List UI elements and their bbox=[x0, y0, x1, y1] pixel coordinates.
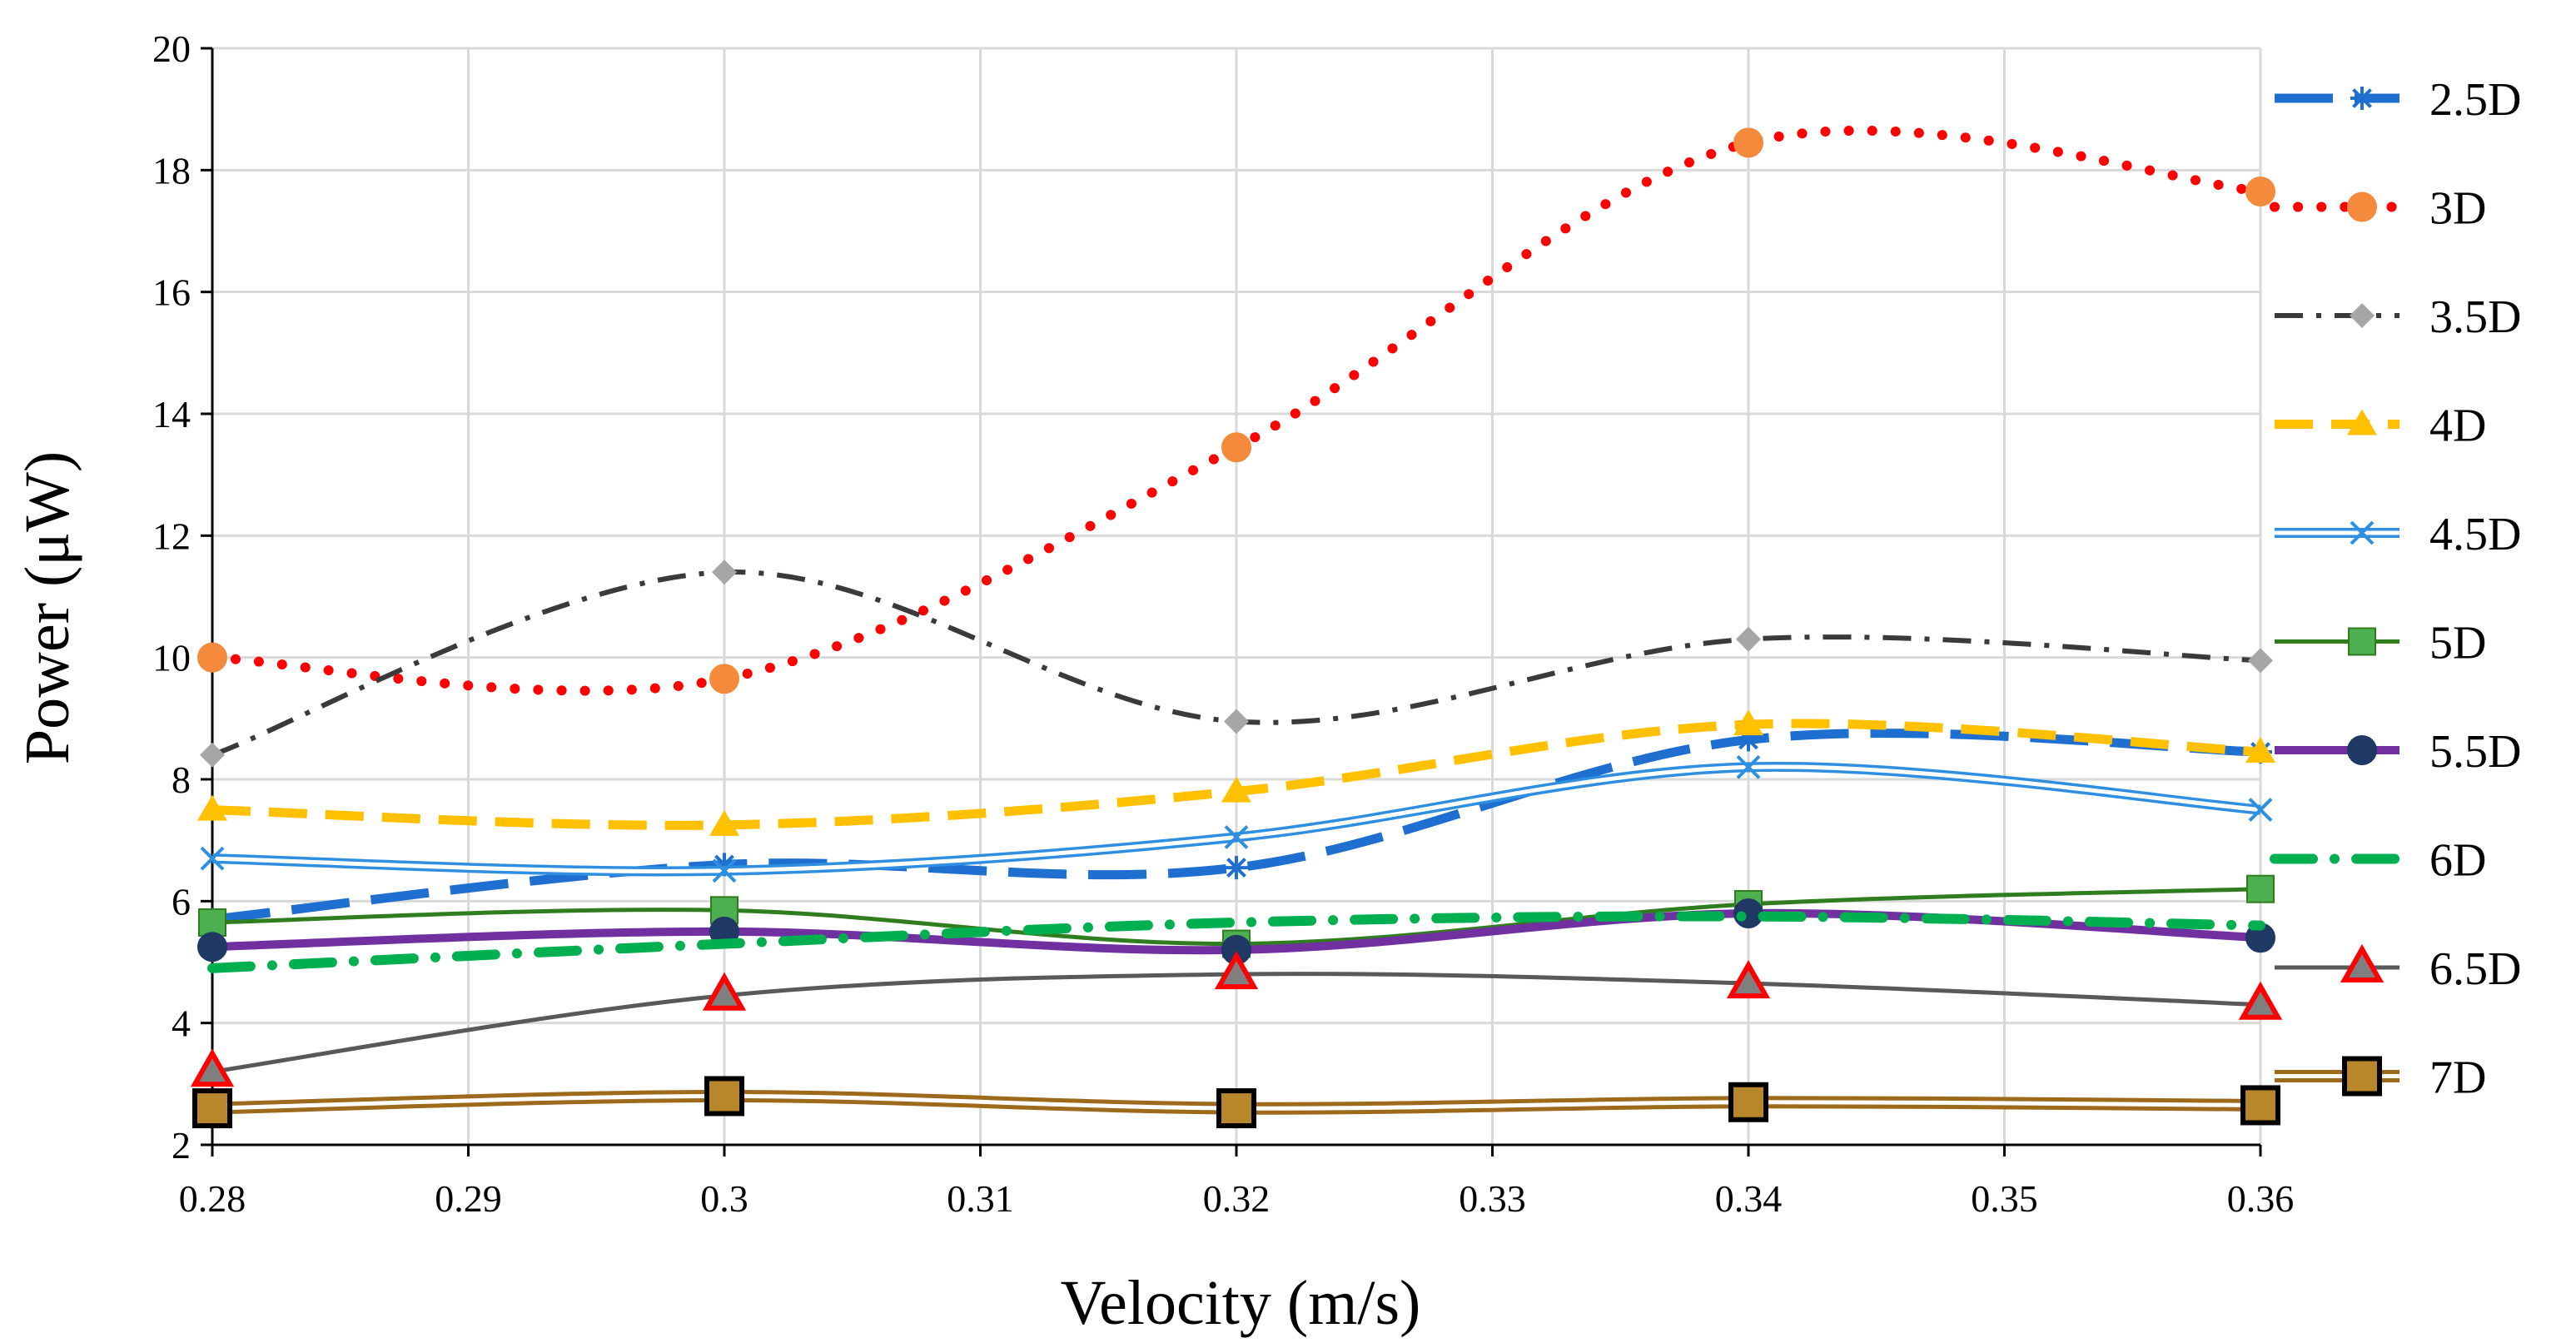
y-tick-label: 6 bbox=[172, 880, 191, 923]
series-4-5d bbox=[200, 754, 2273, 883]
legend-item-5-5d: 5.5D bbox=[2275, 726, 2521, 778]
legend-marker bbox=[2350, 87, 2374, 110]
x-tick-label: 0.3 bbox=[700, 1177, 748, 1220]
data-point-5d bbox=[2246, 874, 2275, 903]
data-point-4d bbox=[1221, 776, 1251, 803]
y-tick-label: 18 bbox=[152, 149, 191, 192]
x-tick-label: 0.32 bbox=[1203, 1177, 1271, 1220]
axes: 0.28 0.29 0.3 0.31 0.32 0.33 0.34 0.35 0.36 2 4 6 8 1… bbox=[152, 27, 2294, 1220]
x-tick-label: 0.29 bbox=[435, 1177, 502, 1220]
legend-marker bbox=[2350, 303, 2375, 328]
legend-item-5d: 5D bbox=[2275, 618, 2486, 669]
data-point-6-5d bbox=[702, 972, 747, 1011]
data-point-2-5d bbox=[1225, 856, 1248, 880]
legend-item-6d: 6D bbox=[2270, 835, 2486, 887]
data-point-7d bbox=[1216, 1088, 1256, 1129]
y-tick-label: 14 bbox=[152, 393, 191, 435]
legend-label: 6.5D bbox=[2429, 943, 2521, 995]
legend-marker bbox=[2347, 735, 2377, 765]
data-point-4-5d bbox=[712, 858, 737, 883]
legend-item-6-5d: 6.5D bbox=[2275, 943, 2521, 995]
data-point-7d bbox=[2240, 1085, 2280, 1126]
legend-marker bbox=[2350, 520, 2375, 545]
data-point-3d bbox=[197, 642, 227, 673]
legend-label: 3.5D bbox=[2429, 291, 2521, 343]
legend-item-3d: 3D bbox=[2270, 183, 2486, 235]
x-tick-label: 0.34 bbox=[1715, 1177, 1783, 1220]
data-point-4d bbox=[197, 794, 227, 821]
legend-label: 7D bbox=[2429, 1052, 2486, 1104]
y-tick-label: 12 bbox=[152, 515, 191, 557]
data-point-3d bbox=[1221, 432, 1251, 463]
data-point-3-5d bbox=[200, 742, 225, 768]
series-layer bbox=[190, 125, 2283, 1129]
y-tick-label: 8 bbox=[172, 759, 191, 801]
data-point-7d bbox=[192, 1088, 232, 1129]
series-6d bbox=[207, 911, 2265, 973]
series-7d bbox=[192, 1076, 2280, 1129]
y-tick-label: 16 bbox=[152, 271, 191, 314]
data-point-3-5d bbox=[712, 560, 737, 585]
y-tick-label: 4 bbox=[172, 1002, 191, 1045]
data-point-4-5d bbox=[2248, 798, 2273, 822]
legend-item-4d: 4D bbox=[2275, 400, 2486, 452]
legend-marker bbox=[2342, 1056, 2382, 1097]
data-point-3d bbox=[709, 664, 739, 694]
legend-marker bbox=[2347, 409, 2377, 435]
data-point-4-5d bbox=[1224, 825, 1249, 849]
legend-item-4-5d: 4.5D bbox=[2275, 509, 2521, 560]
data-point-7d bbox=[704, 1076, 744, 1117]
legend: 2.5D 3D 3.5D 4D 4.5D 5D 5.5D 6D 6.5D 7D bbox=[2270, 74, 2521, 1104]
x-tick-label: 0.28 bbox=[179, 1177, 246, 1220]
legend-item-7d: 7D bbox=[2275, 1052, 2486, 1104]
x-tick-label: 0.31 bbox=[947, 1177, 1014, 1220]
legend-marker bbox=[2347, 192, 2377, 222]
data-point-5d bbox=[198, 908, 226, 937]
data-point-3d bbox=[2245, 176, 2275, 206]
y-tick-label: 2 bbox=[172, 1124, 191, 1166]
legend-label: 6D bbox=[2429, 835, 2486, 887]
x-tick-label: 0.33 bbox=[1459, 1177, 1526, 1220]
x-tick-label: 0.35 bbox=[1971, 1177, 2038, 1220]
data-point-2-5d bbox=[1737, 728, 1760, 752]
series-3d bbox=[197, 125, 2275, 696]
x-axis-title: Velocity (m/s) bbox=[1061, 1268, 1421, 1338]
legend-item-3-5d: 3.5D bbox=[2275, 291, 2521, 343]
data-point-6-5d bbox=[2238, 981, 2283, 1020]
legend-label: 3D bbox=[2429, 183, 2486, 235]
series-3-5d bbox=[200, 560, 2273, 768]
data-point-6-5d bbox=[190, 1048, 235, 1087]
legend-marker bbox=[2348, 627, 2376, 656]
series-line-2-5d bbox=[211, 729, 2261, 924]
data-point-6-5d bbox=[1726, 960, 1771, 999]
data-point-3-5d bbox=[2248, 648, 2273, 674]
legend-marker bbox=[2340, 943, 2385, 982]
y-tick-label: 10 bbox=[152, 637, 191, 679]
y-tick-label: 20 bbox=[152, 27, 191, 70]
legend-item-2-5d: 2.5D bbox=[2275, 74, 2521, 126]
data-point-7d bbox=[1728, 1082, 1768, 1122]
data-point-3-5d bbox=[1224, 709, 1249, 734]
y-axis-title: Power (μW) bbox=[12, 451, 82, 764]
legend-label: 5D bbox=[2429, 618, 2486, 669]
legend-label: 4D bbox=[2429, 400, 2486, 452]
x-tick-label: 0.36 bbox=[2227, 1177, 2295, 1220]
data-point-3d bbox=[1733, 127, 1763, 158]
data-point-3-5d bbox=[1736, 626, 1761, 652]
legend-label: 2.5D bbox=[2429, 74, 2521, 126]
series-4d bbox=[197, 709, 2275, 836]
data-point-4d bbox=[2245, 737, 2275, 764]
data-point-4d bbox=[1733, 709, 1763, 736]
data-point-4d bbox=[709, 809, 739, 836]
data-point-2-5d bbox=[713, 853, 736, 877]
data-point-6-5d bbox=[1214, 951, 1259, 990]
data-point-4-5d bbox=[1736, 754, 1761, 779]
series-line-6d bbox=[207, 911, 2265, 973]
legend-label: 5.5D bbox=[2429, 726, 2521, 778]
data-point-5-5d bbox=[197, 932, 227, 962]
series-6-5d bbox=[190, 951, 2283, 1087]
legend-label: 4.5D bbox=[2429, 509, 2521, 560]
data-point-4-5d bbox=[200, 846, 225, 871]
